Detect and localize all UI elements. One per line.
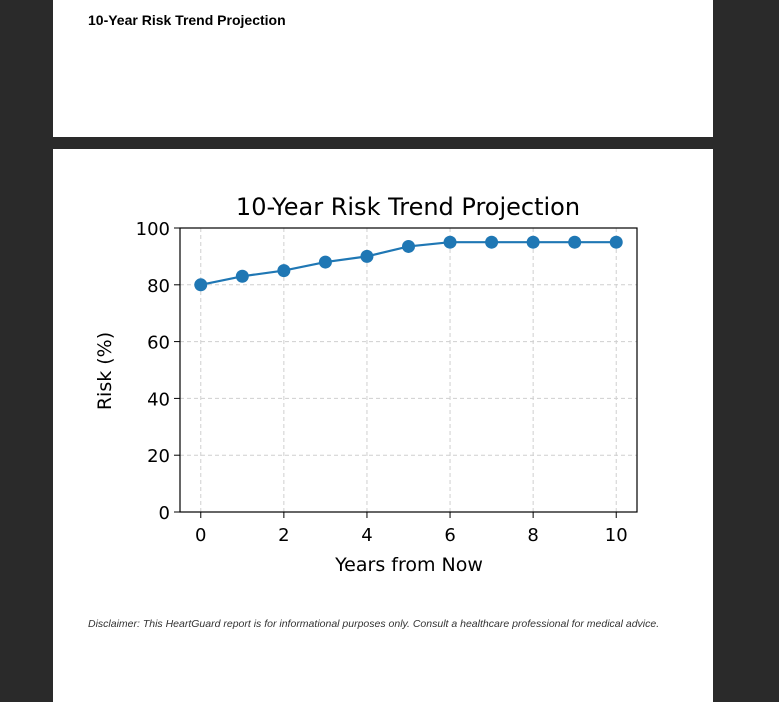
- section-heading: 10-Year Risk Trend Projection: [88, 12, 286, 28]
- series-layer: [194, 235, 623, 292]
- y-tick-label: 80: [147, 276, 170, 297]
- y-axis-label: Risk (%): [94, 332, 116, 410]
- data-point: [443, 235, 457, 249]
- y-tick-label: 20: [147, 446, 170, 467]
- grid-lines: [180, 227, 637, 513]
- x-tick-label: 0: [195, 525, 206, 546]
- data-point: [318, 255, 332, 269]
- y-tick-label: 100: [136, 219, 170, 240]
- data-point: [277, 264, 291, 278]
- plot-frame: [179, 227, 638, 513]
- data-point: [402, 239, 415, 253]
- x-tick-label: 2: [278, 525, 289, 546]
- x-tick-label: 10: [605, 525, 628, 546]
- risk-trend-chart: 10-Year Risk Trend Projection 0 2 4 6 8 10020…: [94, 193, 638, 576]
- disclaimer-text: Disclaimer: This HeartGuard report is fo…: [88, 618, 660, 630]
- chart-title: 10-Year Risk Trend Projection: [236, 193, 580, 221]
- data-point: [609, 235, 623, 249]
- data-point: [194, 278, 208, 292]
- report-page-top: 10-Year Risk Trend Projection: [53, 0, 713, 137]
- data-point: [235, 269, 249, 283]
- x-tick-label: 4: [361, 525, 372, 546]
- data-point: [485, 235, 499, 249]
- x-tick-label: 6: [444, 525, 455, 546]
- x-tick-label: 8: [527, 525, 538, 546]
- data-point: [526, 235, 540, 249]
- x-axis-label: Years from Now: [334, 554, 483, 576]
- y-tick-label: 40: [147, 389, 170, 410]
- y-tick-label: 60: [147, 333, 170, 354]
- data-point: [360, 249, 374, 263]
- report-page-chart: 10-Year Risk Trend Projection 0 2 4 6 8 10 0 20…: [53, 149, 713, 702]
- y-tick-label: 0: [159, 503, 170, 524]
- data-point: [568, 235, 582, 249]
